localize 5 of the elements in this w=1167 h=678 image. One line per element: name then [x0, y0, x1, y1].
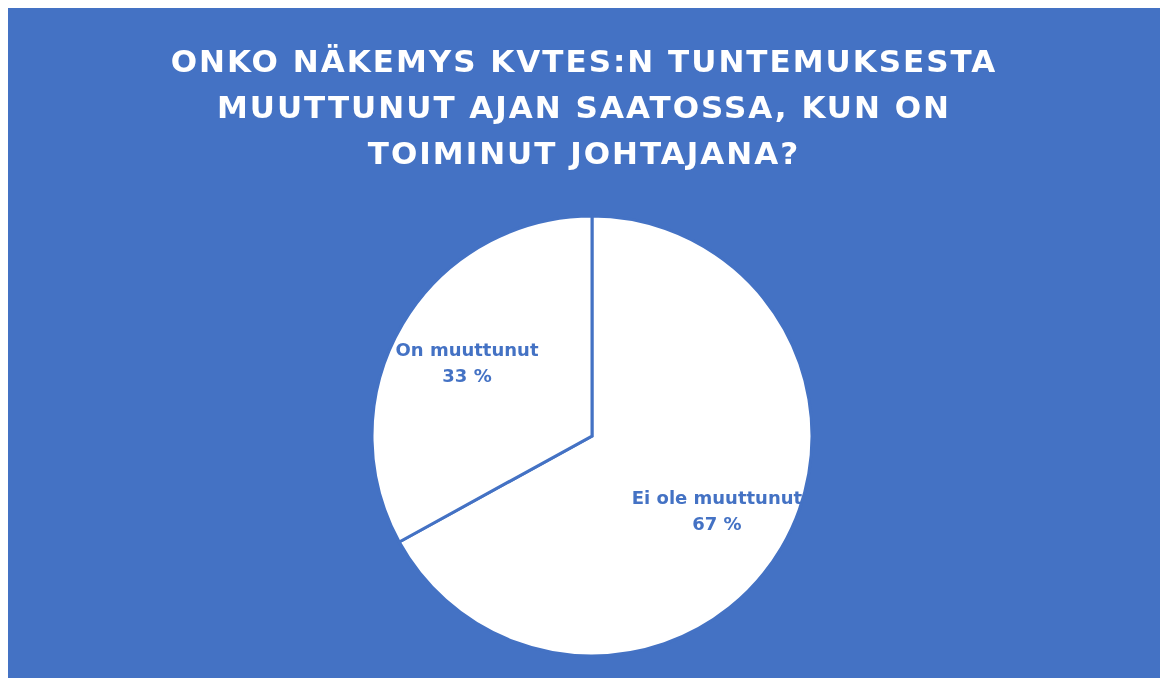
- slice-label: Ei ole muuttunut: [631, 486, 803, 508]
- chart-title: ONKO NÄKEMYS KVTES:N TUNTEMUKSESTA MUUTTUNUT AJAN SAATOSSA, KUN ON TOIMINUT JOHTAJANA?: [169, 42, 999, 173]
- data-label: 67 %: [692, 512, 742, 534]
- slice-label: On muuttunut: [395, 339, 539, 361]
- data-label: 33 %: [442, 365, 492, 387]
